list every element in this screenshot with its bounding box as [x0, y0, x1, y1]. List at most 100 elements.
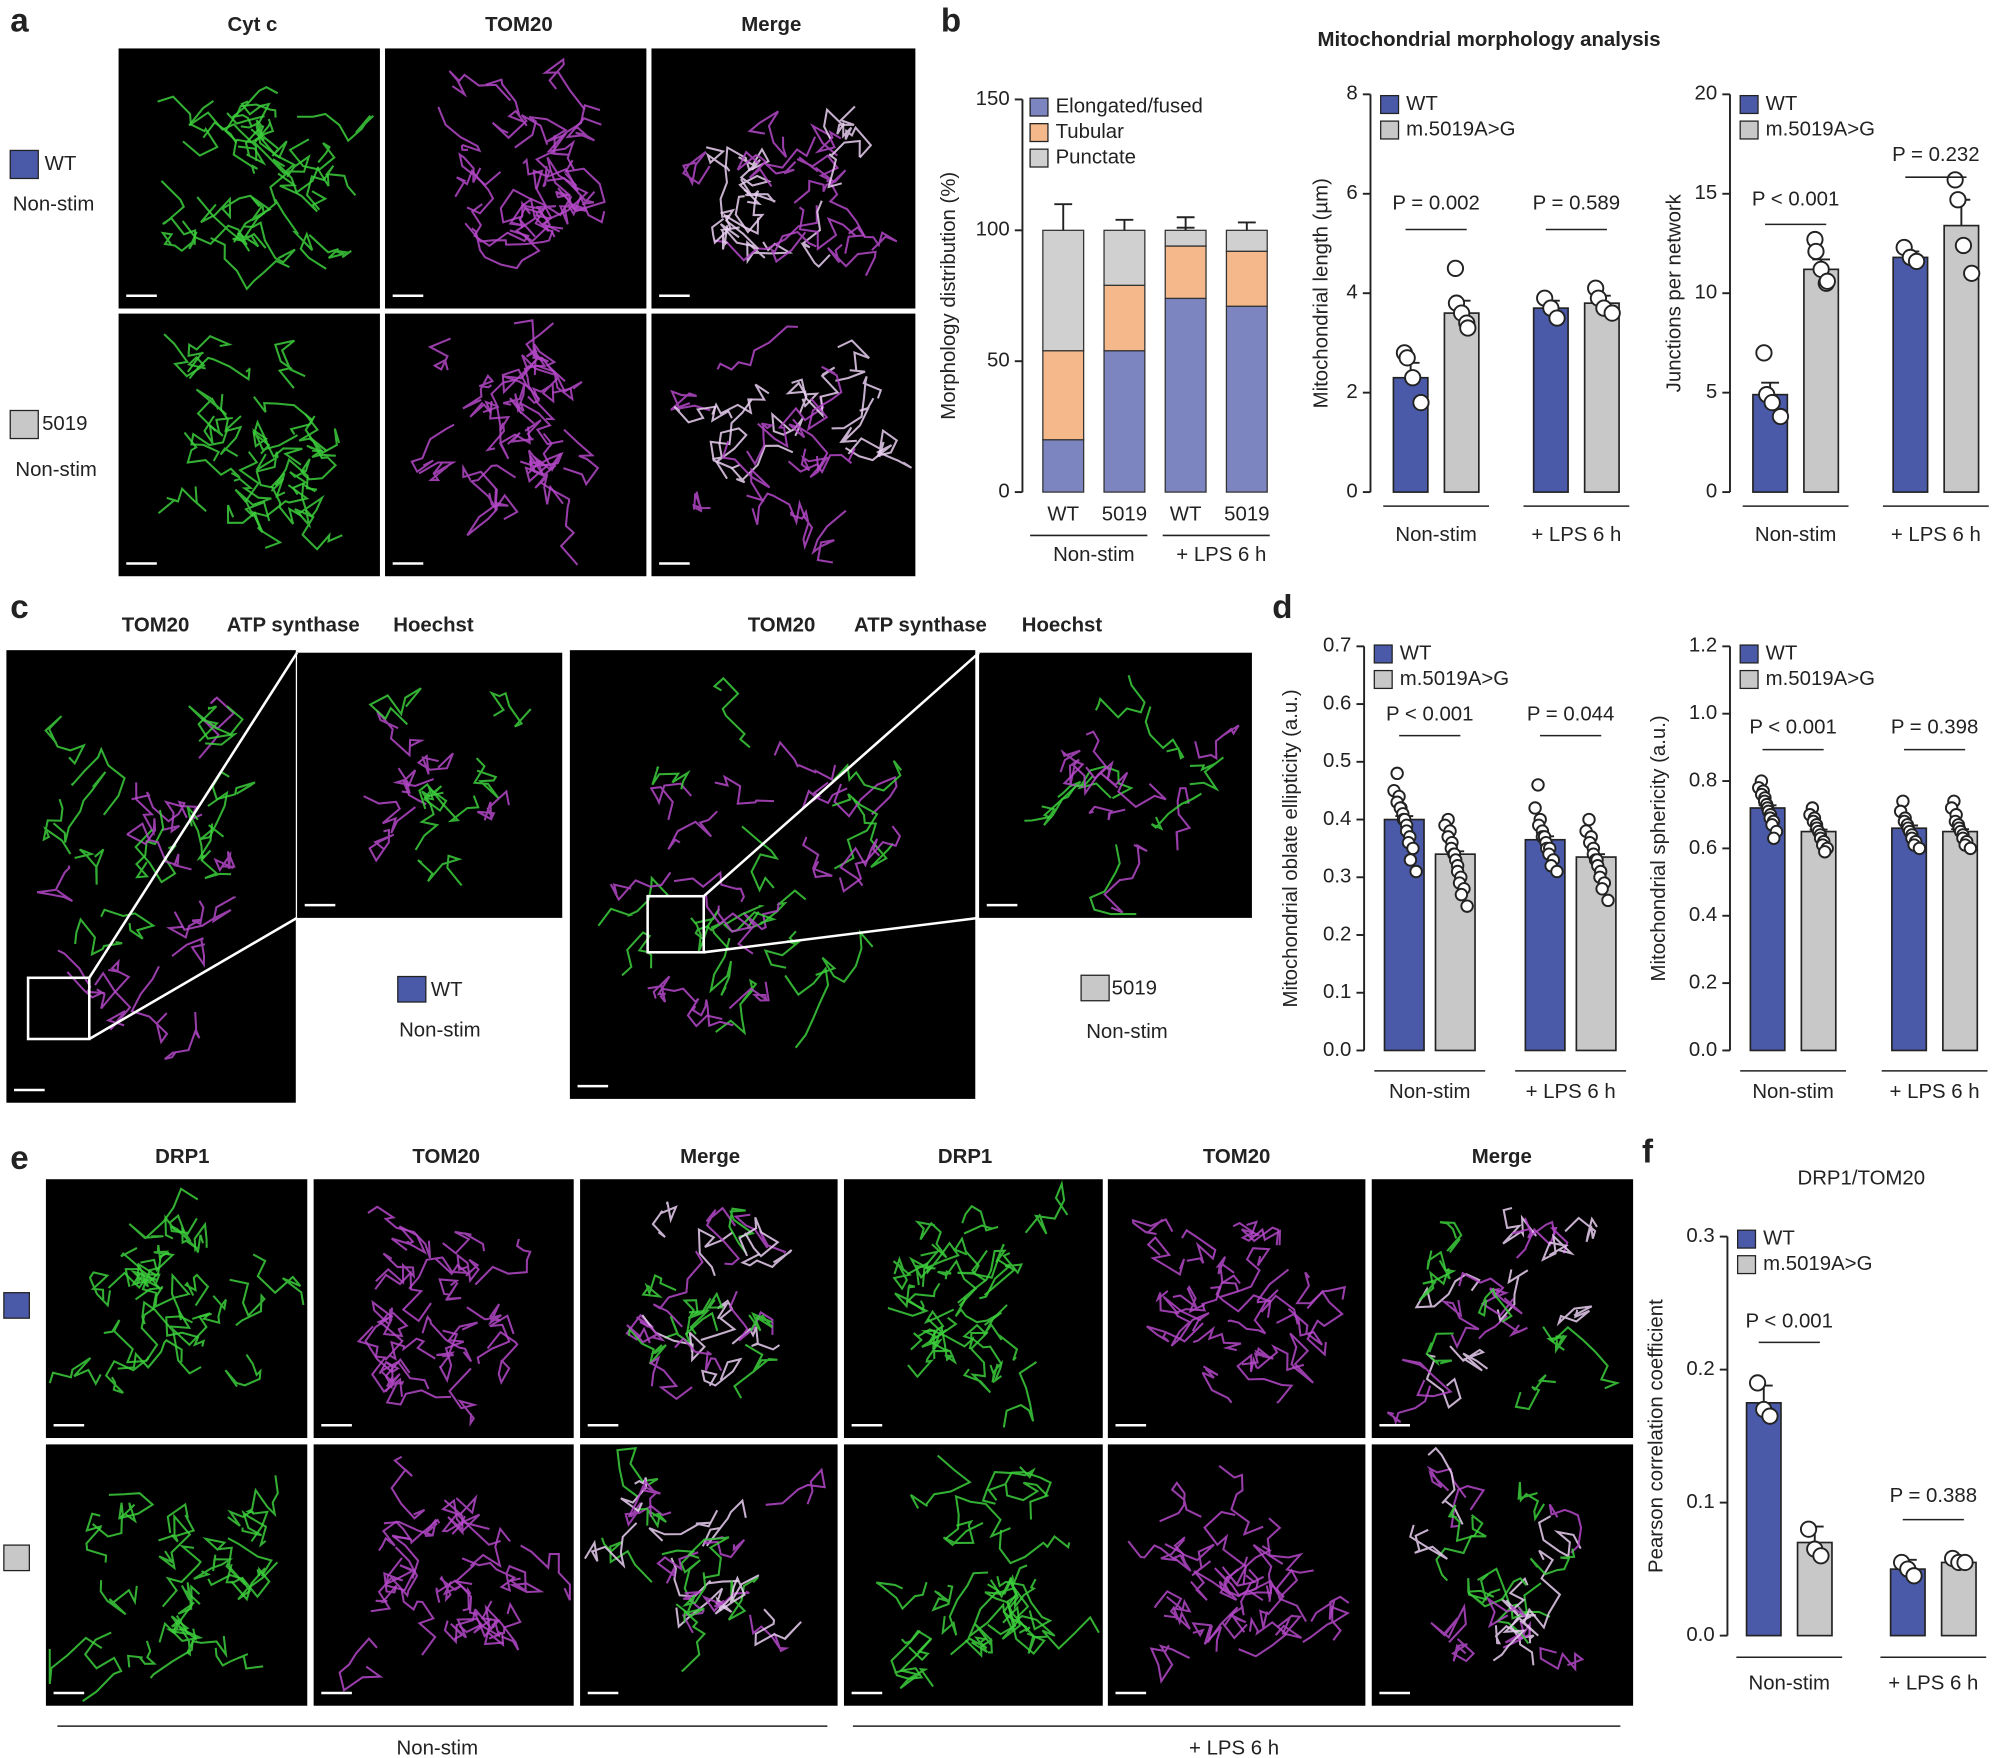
channel-header: Merge — [1472, 1146, 1532, 1168]
mitochondria-texture — [809, 123, 842, 157]
y-tick-label: 0.8 — [1689, 769, 1717, 791]
mitochondria-texture — [1163, 1605, 1191, 1630]
y-tick-label: 0.2 — [1686, 1358, 1714, 1380]
mitochondria-texture — [171, 937, 206, 968]
mitochondria-texture — [1546, 1334, 1568, 1354]
panel-letter: f — [1642, 1133, 1654, 1170]
mitochondria-texture — [751, 492, 806, 526]
mitochondria-texture — [894, 1284, 925, 1312]
mitochondria-texture — [831, 376, 883, 430]
mitochondria-texture — [233, 477, 272, 506]
mitochondria-texture — [188, 356, 251, 382]
data-point — [1390, 766, 1404, 781]
mitochondria-texture — [823, 105, 856, 140]
mitochondria-texture — [224, 1353, 262, 1388]
y-tick-label: 1.2 — [1689, 635, 1717, 657]
mitochondria-texture — [1439, 1221, 1463, 1254]
mitochondria-texture — [801, 781, 848, 810]
mitochondria-texture — [713, 205, 818, 262]
bar-segment — [1164, 245, 1207, 300]
mitochondria-texture — [70, 746, 126, 816]
genotype-swatch — [9, 409, 39, 440]
mitochondria-texture — [811, 509, 847, 564]
mitochondria-texture — [737, 902, 780, 955]
mitochondria-texture — [525, 347, 583, 393]
mitochondria-texture — [1068, 758, 1107, 797]
mitochondria-texture — [788, 418, 829, 473]
mitochondria-texture — [647, 975, 671, 1003]
mitochondria-texture — [601, 1537, 653, 1583]
micrograph — [118, 48, 380, 309]
mitochondria-texture — [238, 451, 271, 522]
mitochondria-texture — [100, 908, 156, 940]
y-tick-label: 0.2 — [1323, 923, 1351, 945]
bar — [1383, 818, 1425, 1052]
mitochondria-texture — [709, 398, 753, 470]
legend-label: m.5019A>G — [1400, 668, 1509, 690]
mitochondria-texture — [942, 1519, 984, 1547]
mitochondria-texture — [1511, 1217, 1556, 1239]
group-label: + LPS 6 h — [1531, 524, 1621, 546]
mitochondria-texture — [730, 444, 794, 484]
genotype-swatch — [1080, 974, 1110, 1002]
legend-swatch — [1739, 644, 1759, 664]
mitochondria-texture — [624, 1502, 672, 1527]
mitochondria-texture — [784, 966, 830, 1049]
mitochondria-texture — [716, 325, 798, 371]
mitochondria-texture — [74, 917, 123, 957]
mitochondria-texture — [712, 676, 751, 749]
mitochondria-texture — [839, 397, 875, 444]
mitochondria-texture — [166, 1502, 196, 1543]
mitochondria-texture — [234, 103, 277, 127]
mitochondria-texture — [621, 931, 653, 977]
mitochondria-texture — [376, 710, 425, 758]
bar — [1942, 830, 1979, 1052]
bar — [1583, 302, 1620, 493]
mitochondria-texture — [910, 1328, 975, 1351]
bar-segment — [1103, 284, 1146, 352]
mitochondria-texture — [485, 400, 511, 452]
mitochondria-texture — [253, 396, 314, 436]
mitochondria-texture — [107, 1262, 158, 1290]
zoom-box — [646, 894, 706, 954]
data-point — [1459, 319, 1477, 337]
mitochondria-texture — [826, 243, 877, 277]
data-point — [1907, 252, 1926, 270]
mitochondria-texture — [1131, 1218, 1174, 1236]
mitochondria-texture — [892, 1256, 912, 1291]
panel-letter: d — [1272, 589, 1292, 626]
mitochondria-texture — [436, 1329, 459, 1369]
micrograph — [843, 1179, 1103, 1439]
mitochondria-texture — [1302, 1605, 1350, 1643]
mitochondria-texture — [1514, 1374, 1556, 1411]
group-label: + LPS 6 h — [1526, 1081, 1616, 1103]
y-tick-label: 0 — [998, 480, 1009, 502]
mitochondria-texture — [219, 393, 243, 458]
mitochondria-texture — [584, 1522, 638, 1569]
data-point — [1409, 864, 1423, 879]
mitochondria-texture — [1241, 1346, 1274, 1366]
mitochondria-texture — [1480, 1287, 1523, 1317]
mitochondria-texture — [720, 225, 740, 250]
mitochondria-texture — [462, 374, 495, 410]
mitochondria-texture — [1541, 1233, 1575, 1262]
mitochondria-texture — [1172, 1285, 1206, 1314]
mitochondria-texture — [694, 908, 730, 950]
mitochondria-texture — [923, 1308, 955, 1352]
mitochondria-texture — [171, 1312, 212, 1375]
mitochondria-texture — [367, 1205, 432, 1259]
mitochondria-texture — [529, 455, 564, 505]
mitochondria-texture — [523, 364, 574, 402]
mitochondria-texture — [937, 1259, 978, 1307]
mitochondria-texture — [289, 458, 311, 496]
p-value: P = 0.044 — [1527, 704, 1614, 726]
mitochondria-texture — [519, 449, 564, 473]
mitochondria-texture — [397, 767, 417, 794]
mitochondria-texture — [773, 740, 837, 781]
mitochondria-texture — [210, 237, 290, 291]
mitochondria-texture — [233, 196, 272, 243]
mitochondria-texture — [546, 103, 601, 170]
mitochondria-texture — [700, 1357, 743, 1387]
mitochondria-texture — [648, 1355, 693, 1401]
mitochondria-texture — [1425, 1332, 1454, 1367]
